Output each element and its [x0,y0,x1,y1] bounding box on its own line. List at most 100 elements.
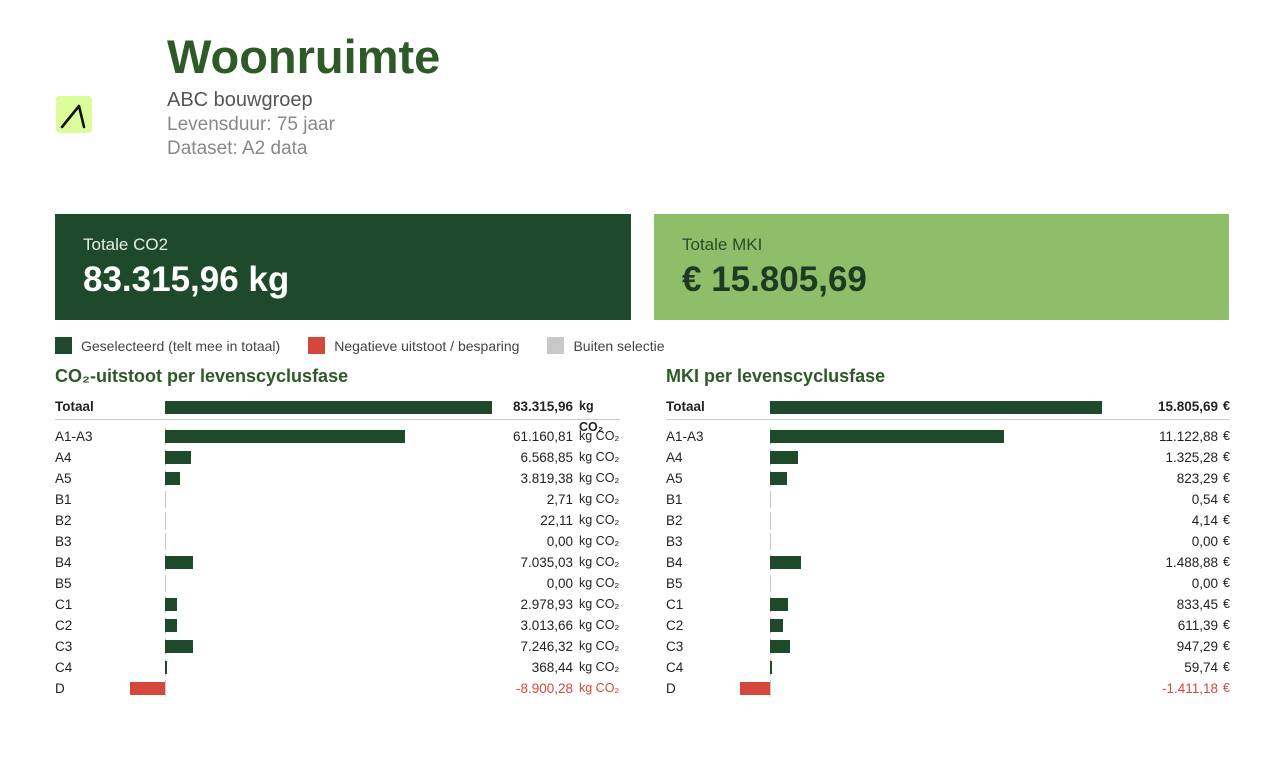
co2-chart-rows: Totaal 83.315,96 kg CO₂ A1-A3 61.160,81 kg CO… [55,396,620,699]
co2-bar-baseline [165,575,166,592]
co2-phase-label: C2 [55,618,73,633]
mki-unit: € [1223,399,1230,413]
mki-unit: € [1223,597,1230,611]
co2-bar-a1-a3 [165,430,406,443]
co2-row-totaal: Totaal 83.315,96 kg CO₂ [55,396,620,434]
co2-bar-b4 [165,556,193,569]
mki-value: -1.411,18 [1161,681,1218,696]
mki-bar-c1 [770,598,788,611]
mki-row-d: D -1.411,18 € [666,678,1230,699]
co2-bar-totaal [165,401,492,414]
co2-bar-baseline [165,680,166,697]
co2-unit: kg CO₂ [579,429,620,443]
mki-value: 1.325,28 [1165,450,1218,465]
co2-row-d: D -8.900,28 kg CO₂ [55,678,620,699]
mki-phase-label: B5 [666,576,683,591]
mki-bar-baseline [770,533,771,550]
co2-bar-c2 [165,619,177,632]
co2-row-c4: C4 368,44 kg CO₂ [55,657,620,678]
co2-phase-label: B3 [55,534,72,549]
co2-row-b2: B2 22,11 kg CO₂ [55,510,620,531]
total-mki-card: Totale MKI € 15.805,69 [654,214,1229,320]
mki-phase-label: A4 [666,450,683,465]
mki-phase-label: C2 [666,618,684,633]
legend: Geselecteerd (telt mee in totaal) Negati… [55,337,693,354]
mki-row-a5: A5 823,29 € [666,468,1230,489]
co2-unit: kg CO₂ [579,597,620,611]
mki-chart-panel: MKI per levenscyclusfase Totaal 15.805,69… [666,364,1230,699]
co2-row-a1-a3: A1-A3 61.160,81 kg CO₂ [55,426,620,447]
co2-unit: kg CO₂ [579,534,620,548]
mki-row-b5: B5 0,00 € [666,573,1230,594]
co2-unit: kg CO₂ [579,513,620,527]
mki-unit: € [1223,660,1230,674]
mki-bar-baseline [770,512,771,529]
co2-value: 61.160,81 [512,429,573,444]
co2-unit: kg CO₂ [579,576,620,590]
mki-chart-rows: Totaal 15.805,69 € A1-A3 11.122,88 € A4 1.325,2… [666,396,1230,699]
mki-bar-baseline [770,680,771,697]
mki-unit: € [1223,555,1230,569]
co2-phase-label: B1 [55,492,72,507]
legend-swatch-selected [55,337,72,354]
co2-unit: kg CO₂ [579,399,604,434]
co2-row-c3: C3 7.246,32 kg CO₂ [55,636,620,657]
co2-unit: kg CO₂ [579,639,620,653]
legend-item-negative: Negatieve uitstoot / besparing [308,337,519,354]
co2-bar-baseline [165,512,166,529]
co2-unit: kg CO₂ [579,681,620,695]
mki-bar-c4 [770,661,772,674]
dataset-text: Dataset: A2 data [167,138,308,159]
co2-value: 3.819,38 [520,471,573,486]
mki-unit: € [1223,534,1230,548]
mki-phase-label: A1-A3 [666,429,704,444]
mki-unit: € [1223,429,1230,443]
legend-swatch-negative [308,337,326,354]
co2-bar-c1 [165,598,177,611]
mki-value: 611,39 [1177,618,1218,633]
co2-row-a4: A4 6.568,85 kg CO₂ [55,447,620,468]
mki-unit: € [1223,471,1230,485]
total-co2-label: Totale CO2 [83,235,169,254]
mki-value: 11.122,88 [1158,429,1218,444]
mki-row-c4: C4 59,74 € [666,657,1230,678]
mki-row-c2: C2 611,39 € [666,615,1230,636]
co2-unit: kg CO₂ [579,450,620,464]
co2-value: 6.568,85 [520,450,573,465]
company-name: ABC bouwgroep [167,89,313,111]
co2-phase-label: C1 [55,597,73,612]
co2-value: 2,71 [546,492,573,507]
mki-bar-totaal [770,401,1102,414]
co2-phase-label: B2 [55,513,72,528]
mki-phase-label: B1 [666,492,683,507]
mki-value: 947,29 [1176,639,1218,654]
co2-phase-label: B4 [55,555,72,570]
mki-bar-baseline [770,575,771,592]
mki-value: 1.488,88 [1165,555,1218,570]
co2-unit: kg CO₂ [579,555,620,569]
legend-swatch-outside [547,337,565,354]
mki-unit: € [1223,681,1230,695]
mki-row-b4: B4 1.488,88 € [666,552,1230,573]
co2-unit: kg CO₂ [579,660,620,674]
mki-phase-label: A5 [666,471,683,486]
mki-phase-label: B2 [666,513,683,528]
total-co2-card: Totale CO2 83.315,96 kg [55,214,631,320]
legend-label-negative: Negatieve uitstoot / besparing [334,337,520,354]
mki-row-b2: B2 4,14 € [666,510,1230,531]
mki-value: 59,74 [1184,660,1218,675]
mki-bar-a1-a3 [770,430,1004,443]
mki-value: 4,14 [1191,513,1218,528]
co2-unit: kg CO₂ [579,471,620,485]
co2-value: 3.013,66 [520,618,573,633]
co2-row-c1: C1 2.978,93 kg CO₂ [55,594,620,615]
legend-item-selected: Geselecteerd (telt mee in totaal) [55,337,280,354]
mki-bar-b4 [770,556,802,569]
mki-bar-a4 [770,451,798,464]
co2-phase-label: A5 [55,471,72,486]
co2-value: 22,11 [540,513,573,528]
mki-unit: € [1223,618,1230,632]
co2-bar-d [130,682,165,695]
legend-label-outside: Buiten selectie [573,337,665,354]
co2-chart-panel: CO₂-uitstoot per levenscyclusfase Totaal… [55,364,620,699]
